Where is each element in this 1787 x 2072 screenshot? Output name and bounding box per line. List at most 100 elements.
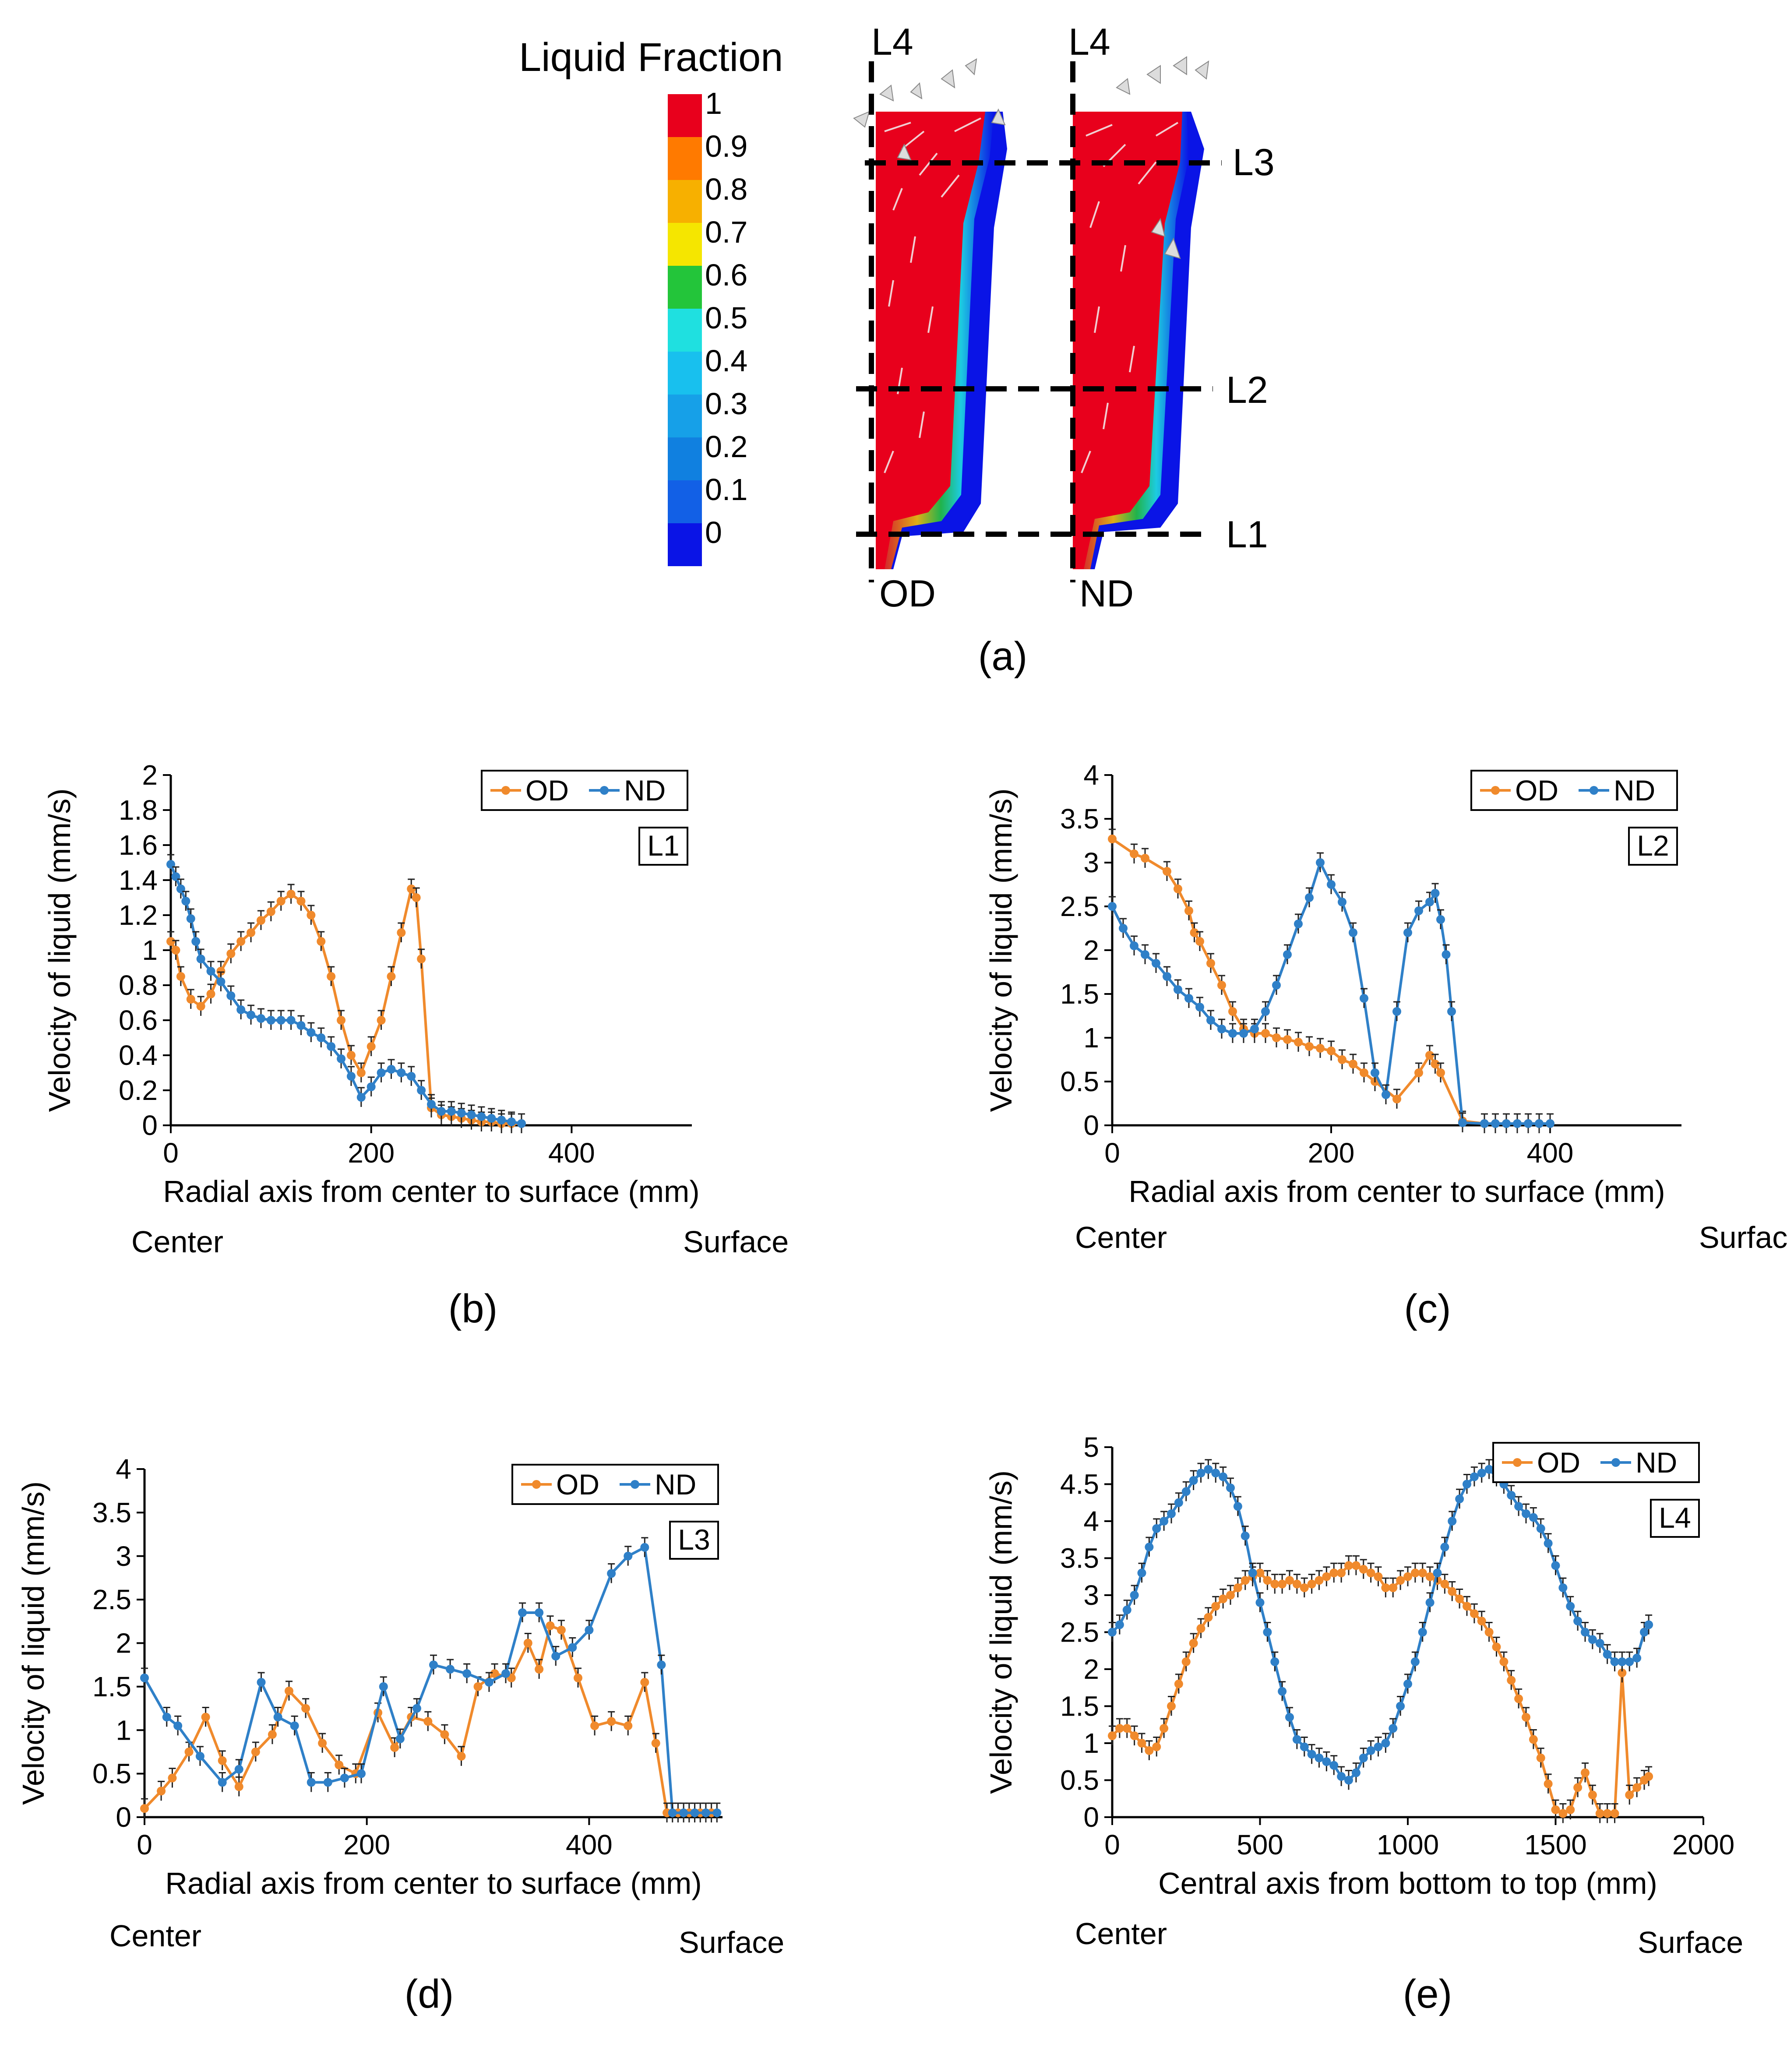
data-point: [1204, 1613, 1213, 1622]
data-point: [1389, 1724, 1398, 1733]
scale-swatch: [668, 309, 702, 352]
nd-top-arrows: [1116, 56, 1209, 259]
data-point: [407, 1072, 416, 1081]
data-point: [1491, 1119, 1500, 1128]
data-point: [457, 1109, 466, 1117]
data-point: [1440, 1543, 1449, 1552]
data-point: [296, 1021, 306, 1030]
data-point: [1371, 1068, 1379, 1077]
data-point: [585, 1625, 594, 1635]
data-point: [407, 884, 416, 893]
data-point: [1618, 1668, 1627, 1677]
scale-swatch: [668, 223, 702, 266]
chart-b: 00.20.40.60.811.21.41.61.820 200 400Radial…: [42, 759, 789, 1331]
data-point: [1226, 1483, 1235, 1492]
data-point: [1425, 1051, 1434, 1060]
data-point: [1366, 1746, 1375, 1755]
data-point: [1502, 1119, 1511, 1128]
data-point: [490, 1669, 499, 1678]
y-tick-label: 3: [1083, 847, 1099, 878]
data-point: [1174, 884, 1182, 893]
data-point: [1283, 950, 1292, 959]
data-point: [1255, 1568, 1265, 1578]
y-tick-label: 2: [116, 1628, 131, 1659]
data-point: [1211, 1469, 1220, 1478]
y-tick-label: 4: [1083, 1505, 1099, 1537]
data-point: [1366, 1568, 1375, 1578]
data-point: [234, 1782, 243, 1791]
y-tick-label: 4: [1083, 759, 1099, 791]
data-point: [318, 1739, 327, 1748]
scale-swatch: [668, 137, 702, 180]
data-point: [1524, 1119, 1533, 1128]
data-point: [1536, 1524, 1545, 1533]
y-axis-label: Velocity of liquid (mm/s): [42, 788, 77, 1112]
legend: OD ND: [1492, 1442, 1700, 1483]
data-point: [1206, 959, 1215, 968]
data-point: [1167, 1702, 1176, 1711]
data-point: [1174, 1498, 1183, 1507]
charts-group: 00.20.40.60.811.21.41.61.820 200 400Radial…: [16, 759, 1787, 2016]
chart-d: 0 0.5 1 1.5 2 2.5 3 3.5 4 0 200 400 Radial axis from…: [16, 1453, 784, 2016]
data-point: [387, 972, 396, 981]
data-point: [1241, 1531, 1250, 1540]
od-liquid-region: [876, 112, 985, 569]
data-point: [387, 1065, 396, 1074]
data-point: [1196, 1469, 1205, 1478]
legend-title: Liquid Fraction: [519, 35, 783, 80]
data-point: [286, 1016, 296, 1025]
data-point: [1184, 994, 1193, 1003]
series-nd: [140, 1537, 722, 1823]
data-point: [1263, 1576, 1272, 1585]
data-point: [518, 1608, 527, 1617]
data-point: [1270, 1579, 1279, 1589]
data-point: [323, 1778, 332, 1787]
label-l4-nd: L4: [1068, 21, 1110, 63]
data-point: [1573, 1783, 1583, 1792]
data-point: [1477, 1469, 1486, 1478]
legend-marker: [501, 786, 510, 795]
data-point: [1546, 1119, 1554, 1128]
data-point: [437, 1107, 446, 1116]
y-tick-label: 3.5: [1060, 1543, 1099, 1574]
data-point: [535, 1608, 544, 1617]
data-point: [1396, 1702, 1405, 1711]
data-point: [1433, 1568, 1442, 1578]
data-point: [1181, 1487, 1191, 1496]
data-point: [1228, 1029, 1237, 1038]
data-point: [1514, 1694, 1523, 1703]
data-point: [1360, 994, 1368, 1003]
data-point: [1492, 1642, 1501, 1652]
data-point: [191, 937, 201, 946]
data-point: [1625, 1657, 1634, 1667]
data-point: [640, 1543, 649, 1552]
legend-label: ND: [624, 774, 666, 807]
data-point: [1351, 1768, 1361, 1777]
data-point: [1389, 1583, 1398, 1593]
od-model: [853, 58, 1007, 569]
data-point: [1189, 1639, 1198, 1648]
x-tick-label: 1000: [1377, 1829, 1439, 1861]
data-point: [1228, 1007, 1237, 1016]
x-tick-label: 400: [566, 1829, 613, 1861]
data-point: [346, 1072, 356, 1081]
data-point: [546, 1621, 555, 1630]
y-tick-label: 1.5: [1060, 1691, 1099, 1722]
y-tick-label: 0: [116, 1801, 131, 1833]
y-tick-label: 0.5: [1060, 1066, 1099, 1097]
data-point: [1206, 1016, 1215, 1025]
data-point: [551, 1652, 560, 1661]
data-point: [1184, 906, 1193, 915]
data-point: [1551, 1561, 1560, 1570]
series-line: [169, 863, 522, 1125]
data-point: [557, 1625, 566, 1635]
surface-label: Surface: [1638, 1925, 1743, 1959]
data-point: [171, 946, 180, 955]
data-point: [1431, 889, 1440, 898]
data-point: [186, 914, 195, 923]
data-point: [1305, 893, 1314, 902]
y-tick-label: 1.6: [119, 829, 158, 861]
line-id-box: [1650, 1499, 1700, 1538]
data-point: [340, 1773, 349, 1783]
data-point: [1632, 1783, 1642, 1792]
